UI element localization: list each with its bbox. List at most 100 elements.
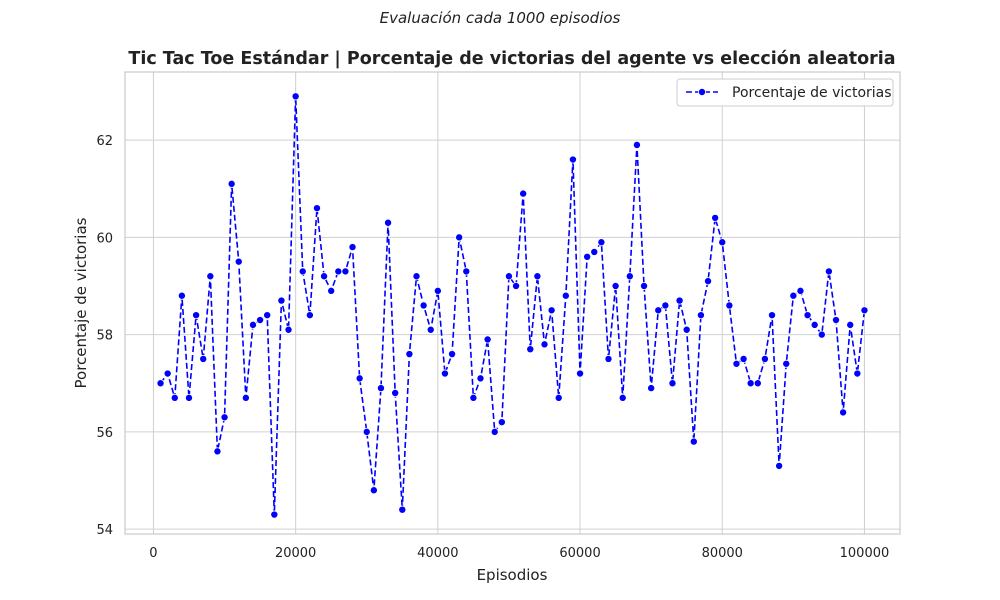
x-tick-label: 100000 (840, 546, 890, 561)
data-point (540, 340, 549, 349)
data-point (433, 286, 442, 295)
data-point (504, 272, 513, 281)
data-point (654, 306, 663, 315)
data-point (547, 306, 556, 315)
x-tick-label: 60000 (559, 546, 600, 561)
data-point (163, 369, 172, 378)
data-point (803, 311, 812, 320)
data-point (256, 316, 265, 325)
data-point (810, 320, 819, 329)
legend-box (676, 78, 894, 107)
data-point (512, 281, 521, 290)
grid-lines (125, 72, 900, 534)
data-point (576, 369, 585, 378)
data-point (199, 354, 208, 363)
data-point (227, 179, 236, 188)
data-point (490, 427, 499, 436)
data-point (853, 369, 862, 378)
data-point (206, 272, 215, 281)
data-point (711, 213, 720, 222)
data-point (419, 301, 428, 310)
data-point (177, 291, 186, 300)
data-point (497, 418, 506, 427)
data-point (824, 267, 833, 276)
data-point (234, 257, 243, 266)
data-point (220, 413, 229, 422)
data-point (277, 296, 286, 305)
data-point (327, 286, 336, 295)
data-point (405, 350, 414, 359)
data-point (312, 204, 321, 213)
data-point (661, 301, 670, 310)
data-point (248, 320, 257, 329)
plot-area-frame (124, 71, 901, 535)
data-point (384, 218, 393, 227)
data-point (739, 354, 748, 363)
data-point (320, 272, 329, 281)
legend-label: Porcentaje de victorias (732, 85, 892, 101)
data-point (753, 379, 762, 388)
data-point (305, 311, 314, 320)
legend-marker-swatch (698, 88, 707, 97)
data-point (376, 384, 385, 393)
data-point (568, 155, 577, 164)
y-tick-label: 54 (96, 523, 113, 538)
data-point (768, 311, 777, 320)
data-point (746, 379, 755, 388)
data-point (796, 286, 805, 295)
data-point (789, 291, 798, 300)
data-point (682, 325, 691, 334)
data-point (839, 408, 848, 417)
data-point (817, 330, 826, 339)
data-point (469, 393, 478, 402)
x-tick-label: 80000 (702, 546, 743, 561)
data-point (362, 427, 371, 436)
data-point (341, 267, 350, 276)
data-point (611, 281, 620, 290)
data-point (689, 437, 698, 446)
y-tick-labels: 54 56 58 60 62 (96, 134, 113, 538)
data-point (668, 379, 677, 388)
data-point (675, 296, 684, 305)
data-point (533, 272, 542, 281)
data-point (270, 510, 279, 519)
data-point (725, 301, 734, 310)
data-point (298, 267, 307, 276)
data-point (455, 233, 464, 242)
x-tick-label: 0 (149, 546, 157, 561)
data-point (440, 369, 449, 378)
y-tick-label: 60 (96, 231, 113, 246)
data-point (391, 388, 400, 397)
legend: Porcentaje de victorias (676, 78, 894, 107)
data-point (284, 325, 293, 334)
data-point (704, 277, 713, 286)
data-point (760, 354, 769, 363)
data-point (348, 243, 357, 252)
y-tick-label: 58 (96, 329, 113, 344)
data-point (519, 189, 528, 198)
data-point (647, 384, 656, 393)
data-point (369, 486, 378, 495)
data-point (291, 92, 300, 101)
data-point (775, 461, 784, 470)
data-point (632, 140, 641, 149)
data-point (476, 374, 485, 383)
data-point (625, 272, 634, 281)
data-point (590, 247, 599, 256)
data-point (334, 267, 343, 276)
data-point (526, 345, 535, 354)
data-point (732, 359, 741, 368)
data-point (184, 393, 193, 402)
data-point (448, 350, 457, 359)
data-point (846, 320, 855, 329)
data-point (718, 238, 727, 247)
y-tick-label: 62 (96, 134, 113, 149)
data-point (618, 393, 627, 402)
data-point (597, 238, 606, 247)
y-axis-label: Porcentaje de victorias (72, 217, 90, 388)
chart-title: Tic Tac Toe Estándar | Porcentaje de vic… (128, 49, 895, 69)
data-point (170, 393, 179, 402)
data-point (426, 325, 435, 334)
x-axis-label: Episodios (477, 566, 548, 584)
